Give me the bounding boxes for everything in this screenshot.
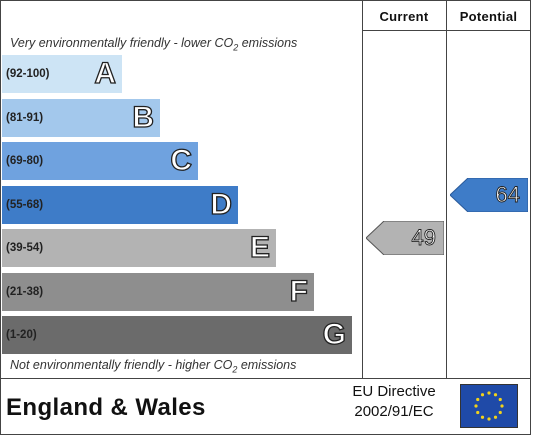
band-letter: B [132, 100, 155, 134]
band-range: (21-38) [6, 285, 44, 298]
top-note-suffix: emissions [238, 36, 298, 50]
band-c: (69-80) C [2, 142, 198, 180]
eu-stars-icon [474, 391, 504, 421]
top-note-text: Very environmentally friendly - lower CO [10, 36, 234, 50]
eu-flag-icon [460, 384, 518, 428]
eu-star-icon [498, 397, 502, 402]
bottom-note-suffix: emissions [237, 358, 297, 372]
band-a: (92-100) A [2, 55, 122, 93]
eu-star-icon [500, 404, 504, 408]
eu-directive: EU Directive 2002/91/EC [340, 382, 448, 422]
band-letter: C [170, 143, 193, 177]
region-title: England & Wales [6, 394, 206, 421]
band-range: (39-54) [6, 242, 44, 254]
eu-star-icon [493, 415, 498, 419]
band-letter: F [289, 274, 309, 308]
band-d: (55-68) D [2, 185, 238, 224]
band-letter: A [94, 56, 117, 90]
eu-star-icon [498, 410, 502, 415]
header-divider [362, 30, 531, 31]
eu-star-icon [487, 391, 491, 395]
band-e: (39-54) E [2, 229, 276, 267]
band-range: (55-68) [6, 198, 44, 211]
band-range: (1-20) [6, 329, 37, 341]
eu-star-icon [474, 404, 478, 408]
band-b: (81-91) B [2, 98, 160, 137]
eu-directive-line1: EU Directive [352, 383, 436, 400]
current-rating-value: 49 [411, 225, 436, 251]
band-range: (69-80) [6, 155, 44, 167]
band-f: (21-38) F [2, 272, 314, 311]
top-note: Very environmentally friendly - lower CO… [10, 36, 297, 53]
divider-current [362, 0, 363, 378]
potential-header: Potential [459, 9, 518, 24]
footer-divider [0, 378, 531, 379]
potential-arrow-shape [450, 178, 528, 212]
bottom-note: Not environmentally friendly - higher CO… [10, 358, 296, 375]
band-range: (92-100) [6, 68, 50, 80]
eu-directive-line2: 2002/91/EC [354, 403, 434, 420]
band-letter: G [322, 317, 347, 351]
eu-star-icon [493, 393, 498, 397]
current-rating-arrow: 49 [366, 221, 444, 255]
eu-star-icon [476, 397, 480, 402]
potential-rating-value: 64 [495, 182, 520, 208]
band-range: (81-91) [6, 111, 44, 124]
top-note-sub: 2 [233, 42, 239, 53]
bottom-note-sub: 2 [232, 364, 238, 375]
band-letter: E [249, 230, 270, 264]
potential-rating-arrow: 64 [450, 178, 528, 212]
divider-potential [446, 0, 447, 378]
eu-star-icon [480, 415, 485, 419]
eu-star-icon [480, 393, 485, 397]
eu-star-icon [487, 417, 491, 421]
bottom-note-text: Not environmentally friendly - higher CO [10, 358, 233, 372]
eu-star-icon [476, 410, 480, 415]
band-letter: D [210, 187, 233, 221]
band-g: (1-20) G [2, 316, 352, 354]
current-header: Current [379, 9, 429, 24]
current-arrow-shape [366, 221, 444, 255]
